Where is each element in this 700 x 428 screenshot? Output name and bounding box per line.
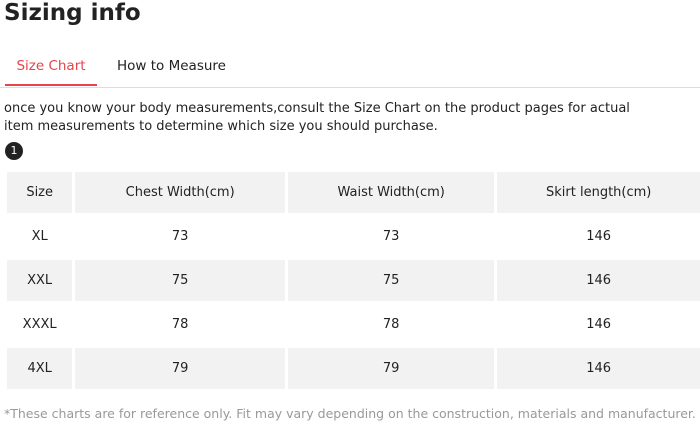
table-cell: Size bbox=[7, 172, 73, 213]
table-cell: 146 bbox=[497, 348, 700, 389]
table-cell: 4XL bbox=[7, 348, 73, 389]
table-cell: 79 bbox=[288, 348, 495, 389]
tab-bar: Size Chart How to Measure bbox=[0, 50, 700, 88]
table-cell: XL bbox=[31, 229, 48, 244]
tab[interactable]: How to Measure bbox=[117, 58, 226, 74]
table-cell: 79 bbox=[75, 348, 285, 389]
table-row: XXL 75 75 146 bbox=[7, 260, 700, 301]
table-cell: Chest Width(cm) bbox=[75, 172, 285, 213]
table-cell: 146 bbox=[586, 229, 612, 244]
table-cell: 146 bbox=[497, 260, 700, 301]
table-cell: 146 bbox=[586, 317, 612, 332]
table-cell: 73 bbox=[171, 229, 189, 244]
table-row: XXXL 78 78 146 bbox=[7, 304, 700, 345]
intro-text: once you know your body measurements,con… bbox=[4, 101, 630, 134]
size-table: Size Chest Width(cm) Waist Width(cm) Skirt … bbox=[4, 169, 700, 392]
table-cell: 78 bbox=[171, 317, 189, 332]
table-cell: 75 bbox=[75, 260, 285, 301]
table-row: Size Chest Width(cm) Waist Width(cm) Skirt … bbox=[7, 172, 700, 213]
table-cell: 75 bbox=[288, 260, 495, 301]
table-cell: XXL bbox=[7, 260, 73, 301]
table-row: XL 73 73 146 bbox=[7, 216, 700, 257]
table-cell: Skirt length(cm) bbox=[497, 172, 700, 213]
table-cell: XXXL bbox=[22, 317, 57, 332]
tab[interactable]: Size Chart bbox=[5, 58, 97, 86]
table-cell: 73 bbox=[382, 229, 400, 244]
footnote: *These charts are for reference only. Fi… bbox=[4, 406, 696, 421]
table-row: 4XL 79 79 146 bbox=[7, 348, 700, 389]
table-cell: 78 bbox=[382, 317, 400, 332]
page-title: Sizing info bbox=[4, 0, 141, 26]
step-badge: 1 bbox=[5, 142, 23, 160]
table-cell: Waist Width(cm) bbox=[288, 172, 495, 213]
